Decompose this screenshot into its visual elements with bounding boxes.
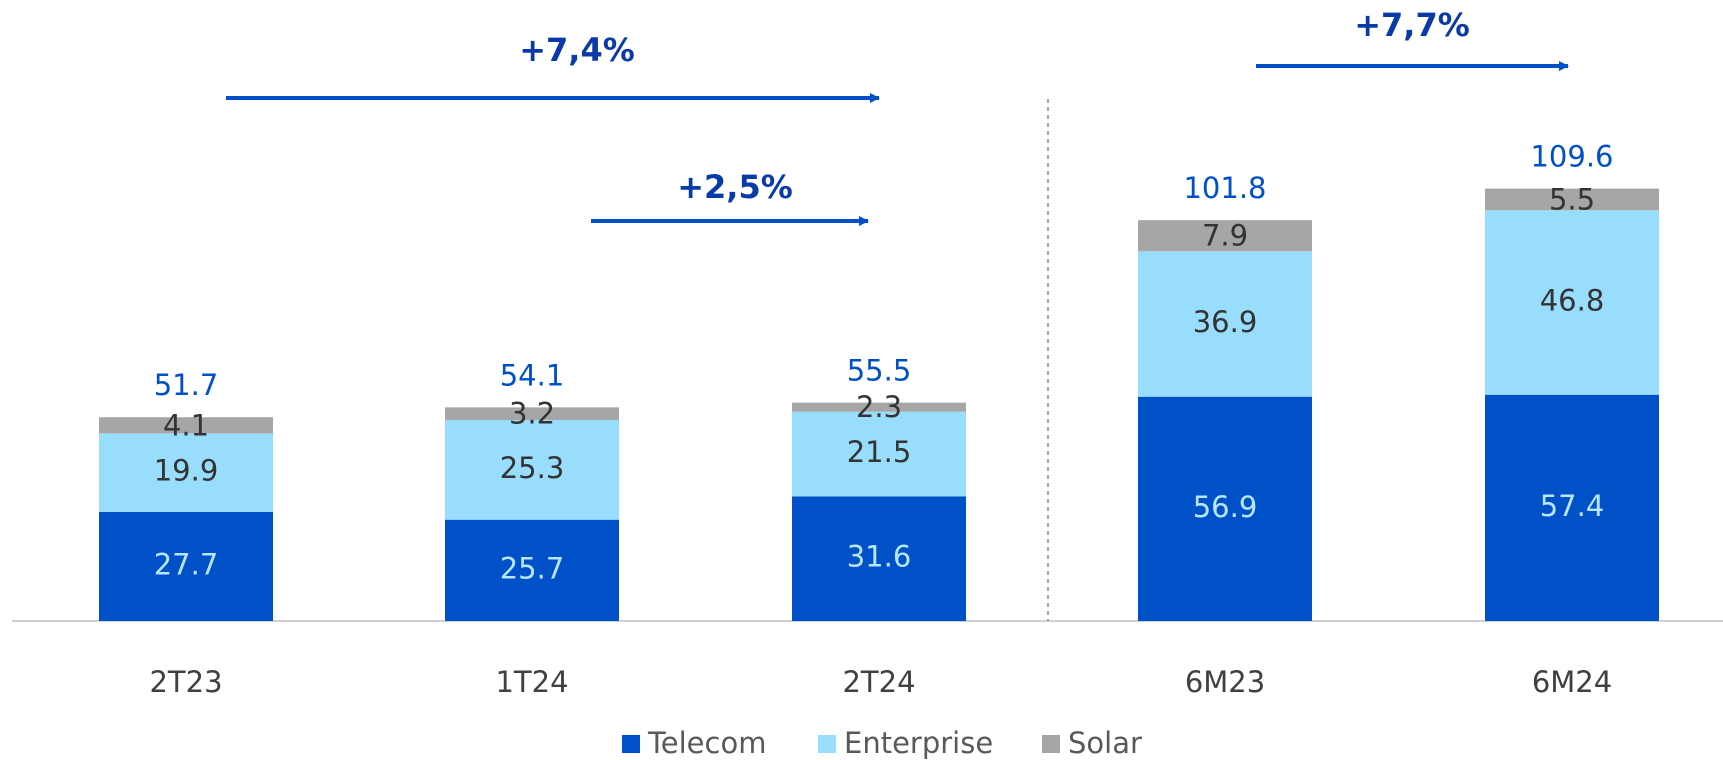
segment-label: 46.8 (1540, 284, 1605, 318)
growth-annotation: +7,4% (519, 31, 635, 69)
bar-segment (1485, 210, 1659, 395)
legend-label: Enterprise (844, 726, 993, 760)
segment-label: 4.1 (163, 408, 209, 442)
bar-segment (792, 402, 966, 412)
total-label: 55.5 (847, 354, 912, 388)
legend-swatch (1042, 735, 1060, 753)
total-label: 101.8 (1183, 171, 1266, 205)
segment-label: 31.6 (847, 540, 912, 574)
legend-label: Telecom (647, 726, 766, 760)
x-tick-label: 6M24 (1532, 665, 1612, 699)
segment-label: 2.3 (856, 390, 902, 424)
segment-label: 56.9 (1193, 490, 1258, 524)
legend-label: Solar (1068, 726, 1142, 760)
bar-segment (99, 417, 273, 434)
x-tick-label: 1T24 (495, 665, 568, 699)
growth-annotation: +2,5% (677, 168, 793, 206)
x-tick-label: 2T23 (149, 665, 222, 699)
bar-segment (1138, 251, 1312, 397)
bar-segment (99, 511, 273, 621)
bar-segment (1485, 188, 1659, 211)
legend-swatch (818, 735, 836, 753)
bar-segment (1138, 220, 1312, 252)
x-tick-label: 6M23 (1185, 665, 1265, 699)
segment-label: 25.3 (500, 451, 565, 485)
bar-segment (99, 433, 273, 512)
segment-label: 19.9 (154, 454, 219, 488)
total-label: 109.6 (1530, 140, 1613, 174)
segment-label: 57.4 (1540, 489, 1605, 523)
x-tick-label: 2T24 (842, 665, 915, 699)
bar-segment (792, 411, 966, 497)
segment-label: 25.7 (500, 551, 565, 585)
segment-label: 36.9 (1193, 305, 1258, 339)
bar-segment (1138, 396, 1312, 621)
segment-label: 3.2 (509, 397, 555, 431)
bar-segment (1485, 394, 1659, 621)
growth-annotation: +7,7% (1354, 6, 1470, 44)
segment-label: 5.5 (1549, 182, 1595, 216)
bar-segment (445, 407, 619, 420)
bar-segment (792, 496, 966, 621)
segment-label: 27.7 (154, 547, 219, 581)
bar-segment (445, 419, 619, 520)
total-label: 54.1 (500, 358, 565, 392)
segment-label: 21.5 (847, 435, 912, 469)
segment-label: 7.9 (1202, 219, 1248, 253)
legend-swatch (622, 735, 640, 753)
bar-segment (445, 519, 619, 621)
total-label: 51.7 (154, 368, 219, 402)
